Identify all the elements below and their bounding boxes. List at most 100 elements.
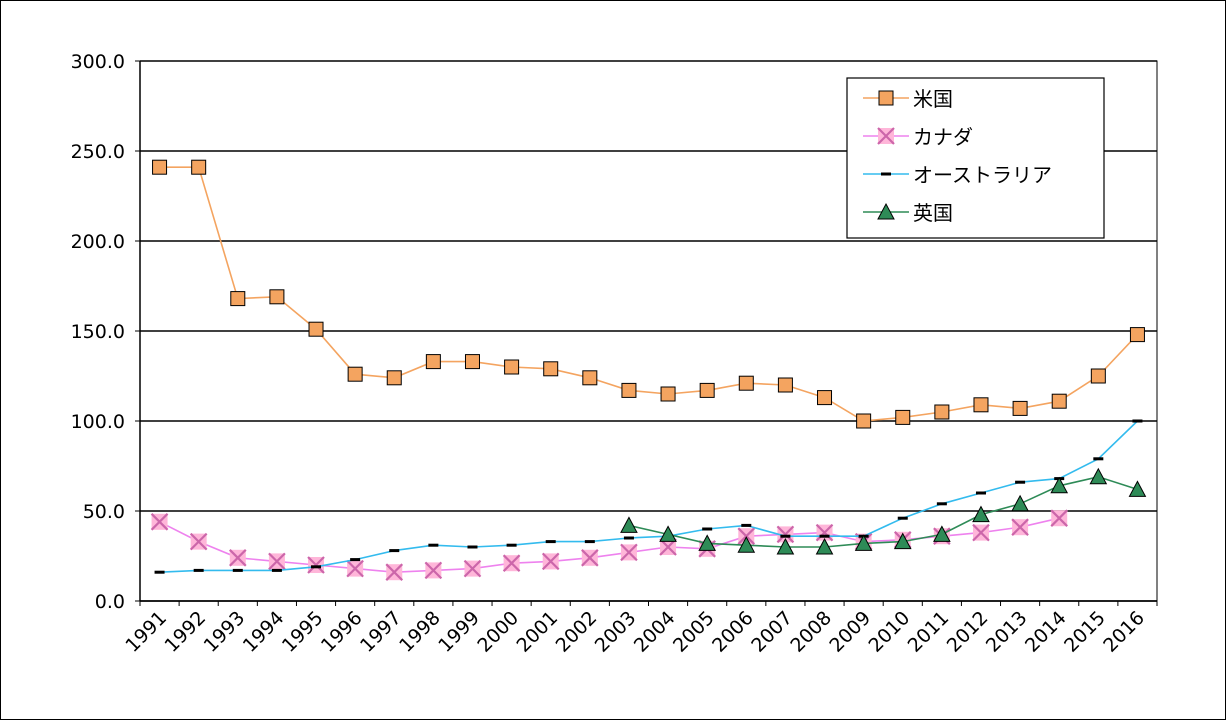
y-tick-label: 100.0 [71,411,125,433]
x-tick-label: 2012 [943,607,993,657]
x-tick-label: 2008 [786,607,836,657]
data-point [854,534,873,551]
legend-marker [877,202,895,220]
x-tick-label: 2005 [669,607,719,657]
series-line [628,475,1138,548]
data-point [738,375,754,391]
legend-marker [881,172,891,176]
legend-item: 英国 [863,201,953,225]
data-point [659,525,677,542]
data-point [307,556,325,574]
marker-cross [972,523,990,542]
data-point [895,409,911,425]
data-point [467,545,478,549]
data-point [897,516,908,520]
data-point [545,540,556,544]
data-point [1011,518,1029,536]
data-point [504,359,520,375]
x-tick-label: 2010 [865,607,915,657]
marker-cross [463,559,482,578]
data-point [385,563,404,581]
marker-cross [1011,518,1029,536]
data-point [193,568,204,572]
data-point [817,390,833,406]
data-point [815,537,834,555]
legend-item: 米国 [863,87,953,111]
data-point [541,552,560,571]
y-tick-label: 300.0 [71,51,125,73]
data-point [1093,457,1104,461]
x-tick-label: 2003 [591,607,641,657]
marker-cross [502,554,521,572]
series-1 [150,509,1068,581]
data-point [780,534,791,538]
data-point [308,321,324,337]
data-point [189,532,208,551]
data-point [271,568,282,572]
data-point [582,370,598,386]
data-point [425,354,441,370]
data-point [232,568,243,572]
y-tick-label: 200.0 [71,231,125,253]
x-tick-label: 2013 [982,607,1032,657]
legend-label: オーストラリア [913,163,1052,187]
gridlines [140,60,1157,602]
data-point [1090,368,1106,384]
data-point [191,159,207,175]
x-tick-label: 2001 [512,607,562,657]
marker-cross [1050,509,1068,527]
data-point [1015,480,1026,484]
data-point [350,558,361,562]
data-point [229,549,247,567]
marker-cross [307,556,325,574]
legend-label: 米国 [913,87,953,111]
data-point [933,525,951,542]
data-point [936,502,947,506]
data-point [150,513,169,531]
data-point [620,516,638,533]
data-point [389,549,400,553]
x-tick-label: 1994 [239,607,289,657]
x-tick-label: 2004 [630,607,680,657]
marker-cross [541,552,560,571]
x-tick-label: 1999 [434,607,484,657]
data-point [777,377,793,393]
y-tick-label: 150.0 [71,321,125,343]
data-point [463,559,482,578]
x-tick-label: 2002 [552,607,602,657]
data-point [230,291,246,307]
data-point [347,366,363,382]
data-point [1050,476,1069,494]
data-point [972,523,990,542]
series-0 [152,159,1145,429]
data-point [741,523,752,527]
data-point [154,570,165,574]
data-point [581,549,599,567]
series-group [150,159,1147,581]
data-point [464,354,480,370]
marker-cross [150,513,169,531]
data-point [698,534,717,551]
marker-cross [815,523,834,542]
x-tick-label: 1995 [278,607,328,657]
x-tick-label: 2009 [825,607,875,657]
data-point [543,361,559,377]
data-point [269,289,285,305]
x-tick-label: 1996 [317,607,367,657]
y-tick-label: 250.0 [71,141,125,163]
x-tick-label: 1992 [160,607,210,657]
data-point [660,386,676,402]
marker-cross [877,127,895,145]
data-point [311,565,322,569]
data-point [737,536,756,553]
data-point [268,552,286,571]
data-point [776,525,795,544]
series-line [159,420,1138,573]
x-tick-label: 1998 [395,607,445,657]
data-point [428,543,439,547]
data-point [1132,419,1143,423]
y-tick-label: 50.0 [83,501,125,523]
x-tick-label: 2014 [1021,607,1071,657]
marker-cross [346,559,364,578]
y-axis: 0.0 50.0 100.0 150.0 200.0 250.0 300.0 [71,51,141,613]
